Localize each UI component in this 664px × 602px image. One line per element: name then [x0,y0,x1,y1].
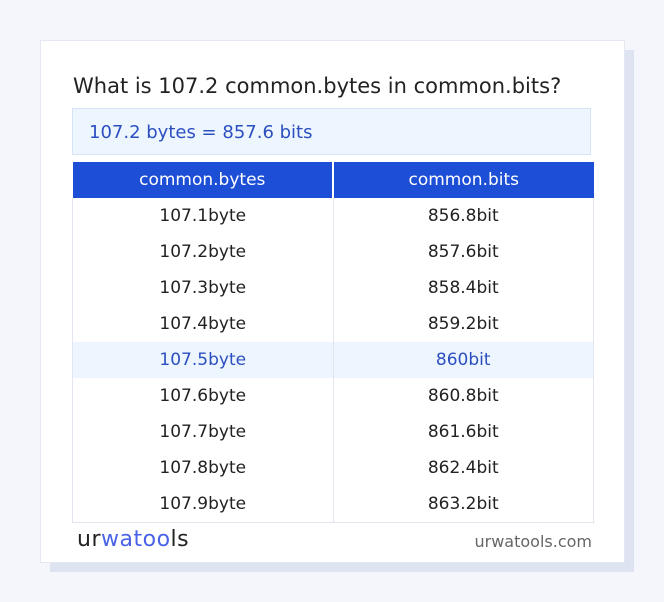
table-row: 107.1byte 856.8bit [72,198,594,234]
bits-cell: 863.2bit [332,486,594,523]
bytes-cell: 107.3byte [72,270,334,306]
bits-cell: 858.4bit [332,270,594,306]
site-url[interactable]: urwatools.com [474,532,593,551]
bytes-cell: 107.7byte [72,414,334,450]
page-title: What is 107.2 common.bytes in common.bit… [73,74,562,98]
table-row: 107.6byte 860.8bit [72,378,594,414]
bits-cell: 856.8bit [332,198,594,234]
bits-cell: 862.4bit [332,450,594,486]
table-row: 107.7byte 861.6bit [72,414,594,450]
bits-cell: 860.8bit [332,378,594,414]
bytes-cell: 107.4byte [72,306,334,342]
bytes-cell: 107.1byte [72,198,334,234]
column-header-bytes: common.bytes [72,162,333,198]
table-row: 107.4byte 859.2bit [72,306,594,342]
bits-cell: 861.6bit [332,414,594,450]
conversion-result: 107.2 bytes = 857.6 bits [72,108,591,155]
bits-cell: 860bit [332,342,594,378]
bytes-cell: 107.6byte [72,378,334,414]
table-row: 107.9byte 863.2bit [72,486,594,523]
table-row: 107.8byte 862.4bit [72,450,594,486]
bytes-cell: 107.5byte [72,342,334,378]
table-row: 107.5byte 860bit [72,342,594,378]
bytes-cell: 107.2byte [72,234,334,270]
bits-cell: 857.6bit [332,234,594,270]
table-row: 107.3byte 858.4bit [72,270,594,306]
column-header-bits: common.bits [332,162,594,198]
conversion-table: common.bytes common.bits 107.1byte 856.8b… [72,162,594,523]
urwatools-logo[interactable]: urwatools [77,527,190,552]
bytes-cell: 107.9byte [72,486,334,523]
converter-card: What is 107.2 common.bytes in common.bit… [40,40,625,563]
table-row: 107.2byte 857.6bit [72,234,594,270]
bytes-cell: 107.8byte [72,450,334,486]
bits-cell: 859.2bit [332,306,594,342]
